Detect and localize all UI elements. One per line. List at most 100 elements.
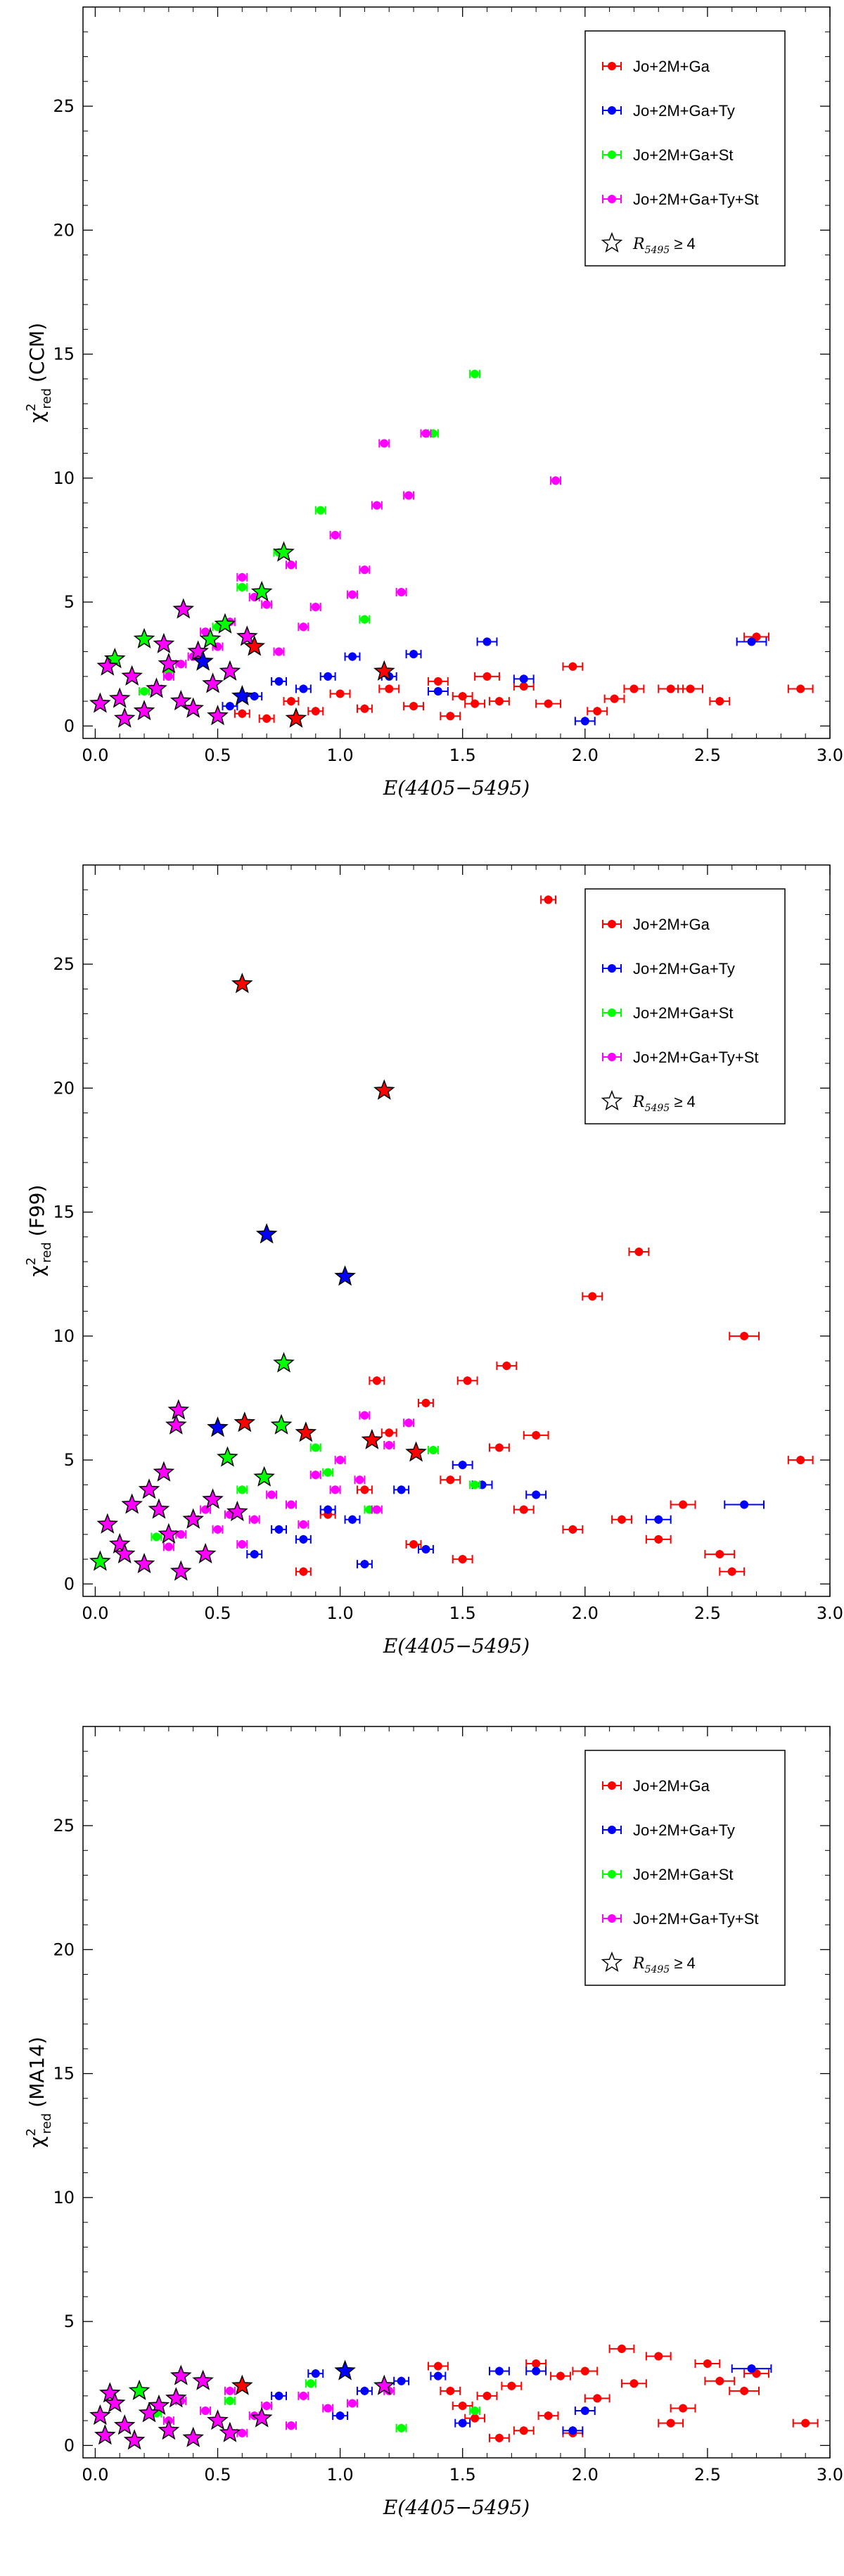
legend-marker — [608, 1870, 616, 1878]
y-label-model: (F99) — [25, 1185, 49, 1237]
star-marker — [153, 632, 175, 654]
data-point — [360, 565, 369, 575]
data-point — [532, 1490, 541, 1499]
legend-marker — [608, 150, 616, 159]
data-point — [360, 615, 369, 624]
star-marker — [207, 1416, 229, 1437]
data-point — [385, 684, 394, 693]
data-point — [360, 1560, 369, 1569]
data-point — [348, 652, 357, 661]
star-marker — [138, 2402, 160, 2423]
data-point — [556, 2371, 565, 2380]
data-point — [409, 702, 418, 711]
star-marker — [113, 1542, 136, 1564]
data-point — [463, 1376, 472, 1385]
data-point — [458, 692, 467, 701]
star-points — [89, 541, 395, 728]
y-tick-label: 15 — [53, 1203, 75, 1222]
data-point — [360, 2386, 369, 2395]
data-point — [471, 2414, 480, 2423]
y-label-model: (MA14) — [25, 2037, 49, 2108]
chart-panel-3: 0.0 0.5 1.0 1.5 2.0 2.5 3.0 0 5 10 15 20 25 E(4405−54… — [24, 1726, 843, 2519]
data-point — [618, 1515, 627, 1524]
star-marker — [103, 2392, 126, 2413]
data-point — [299, 2391, 308, 2400]
legend-label-rel: ≥ 4 — [670, 1093, 696, 1110]
x-tick-label: 2.5 — [694, 745, 721, 765]
data-point — [262, 714, 271, 723]
data-point — [421, 1399, 430, 1408]
star-marker — [334, 1265, 356, 1286]
legend-star-marker — [601, 1951, 623, 1973]
x-tick-label: 0.5 — [204, 1603, 231, 1623]
data-point — [372, 1505, 381, 1514]
data-point — [679, 1500, 688, 1509]
data-point — [458, 1555, 467, 1564]
data-point — [446, 2386, 455, 2395]
data-point — [286, 1500, 295, 1509]
plot-frame — [82, 864, 831, 1597]
data-point — [544, 895, 553, 904]
data-point — [348, 2399, 357, 2408]
data-point — [286, 2421, 295, 2430]
star-marker — [172, 598, 195, 619]
data-point — [262, 2401, 271, 2410]
star-marker — [234, 1411, 256, 1433]
data-point — [494, 1443, 504, 1452]
data-point — [666, 2418, 675, 2428]
x-tick-label: 2.0 — [572, 745, 599, 765]
legend-label: Jo+2M+Ga — [633, 58, 710, 75]
legend-label: R5495 ≥ 4 — [632, 1093, 696, 1114]
data-point — [201, 627, 210, 636]
data-point — [740, 2386, 749, 2395]
data-point — [740, 1331, 749, 1340]
star-marker — [199, 627, 222, 648]
y-tick-label: 5 — [64, 1450, 75, 1470]
data-point — [471, 369, 480, 378]
star-marker — [255, 1223, 278, 1244]
data-point — [796, 1456, 805, 1465]
data-points — [139, 369, 814, 726]
x-tick-label: 1.5 — [449, 2465, 476, 2485]
data-point — [740, 1500, 749, 1509]
star-marker — [273, 1352, 295, 1373]
legend-label-sub: 5495 — [645, 1964, 670, 1975]
star-marker — [170, 1560, 192, 1581]
star-marker — [153, 1461, 175, 1482]
legend-marker — [608, 106, 616, 115]
legend-label: Jo+2M+Ga+Ty — [633, 960, 735, 978]
legend-label: R5495 ≥ 4 — [632, 1954, 696, 1975]
data-point — [177, 1530, 186, 1539]
x-tick-label: 2.0 — [572, 1603, 599, 1623]
data-point — [428, 1446, 437, 1454]
x-tick-label: 2.5 — [694, 1603, 721, 1623]
data-point — [686, 684, 695, 693]
star-marker — [207, 2409, 229, 2430]
data-point — [286, 697, 295, 706]
star-marker — [121, 665, 143, 686]
y-tick-label: 20 — [53, 1078, 75, 1098]
data-point — [238, 1539, 247, 1549]
legend-label: Jo+2M+Ga+Ty — [633, 102, 735, 120]
star-marker — [96, 655, 119, 676]
star-marker — [108, 1532, 131, 1553]
legend-label: Jo+2M+Ga+St — [633, 146, 733, 164]
star-marker — [219, 660, 241, 681]
data-point — [225, 2386, 234, 2395]
legend-marker — [608, 920, 616, 928]
data-point — [311, 1443, 320, 1452]
data-point — [494, 697, 504, 706]
data-point — [311, 1470, 320, 1480]
star-marker — [89, 692, 111, 713]
data-point — [274, 647, 283, 656]
legend-label-main: R — [632, 1094, 645, 1111]
data-point — [703, 2359, 712, 2369]
legend-label: Jo+2M+Ga+St — [633, 1866, 733, 1883]
data-point — [324, 672, 333, 681]
y-label-model: (CCM) — [25, 323, 49, 383]
data-point — [372, 1376, 381, 1385]
y-tick-label: 20 — [53, 220, 75, 240]
data-point — [324, 2404, 333, 2413]
data-point — [409, 1539, 418, 1549]
star-marker — [158, 2419, 180, 2440]
